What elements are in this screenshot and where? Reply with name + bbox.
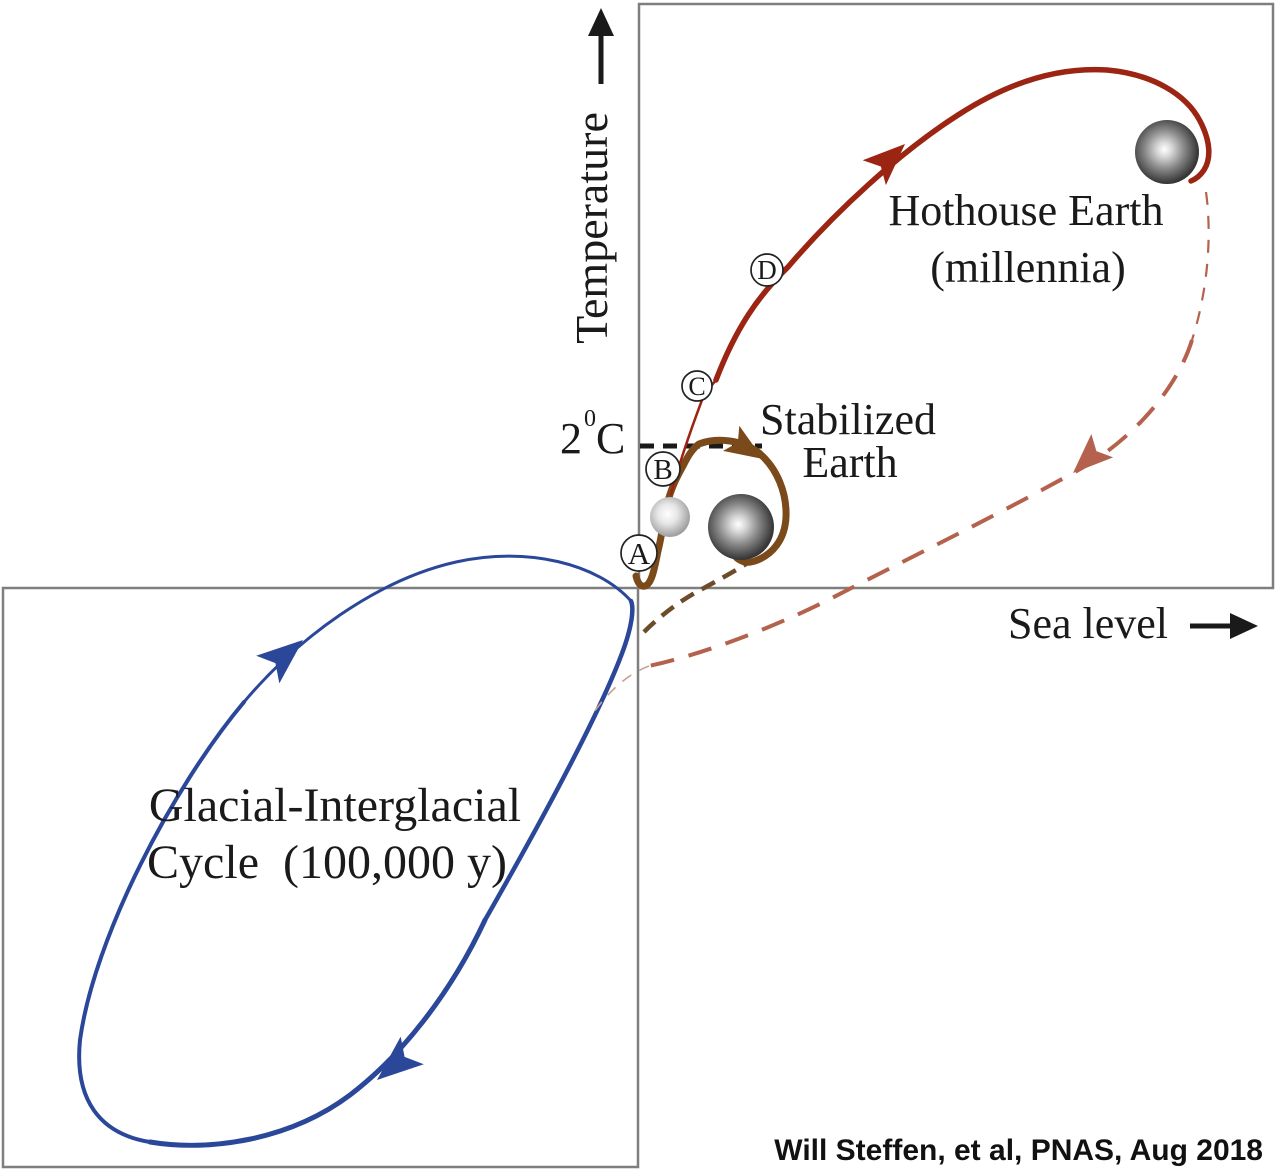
marker-a-letter: A [628,536,651,571]
glacial-cycle-label-line2: Cycle (100,000 y) [147,836,507,889]
hothouse-trajectory-arrowhead-icon [862,144,905,186]
hothouse-return-arrowhead-icon [1073,434,1114,473]
two-degree-unit: C [596,414,625,463]
stabilized-earth-sphere [708,494,774,560]
marker-c-letter: C [688,372,705,401]
two-degree-degree-symbol: 0 [584,406,596,432]
marker-d-letter: D [757,255,777,285]
glacial-cycle-label-line1: Glacial-Interglacial [149,779,521,832]
marker-b: B [645,451,681,487]
sea-level-axis: Sea level [1008,599,1258,648]
stabilized-earth-label-line1: Stabilized [760,395,936,444]
hothouse-return-dashed-tail [593,665,650,713]
hothouse-return-dashed-main [648,339,1194,668]
hothouse-return-dashed [593,191,1210,713]
hothouse-earth-label: Hothouse Earth [889,186,1164,235]
marker-a: A [620,534,658,572]
hothouse-millennia-label: (millennia) [930,243,1126,292]
two-degree-value: 2 [560,414,582,463]
glacial-cycle-arc-right [482,598,635,923]
stabilized-loop-arrowhead-icon [722,425,763,459]
temperature-axis-arrow-icon [588,8,614,36]
hothouse-trajectory-upper [713,66,1212,383]
marker-b-letter: B [653,454,672,486]
stabilized-earth-label-line2: Earth [802,438,897,487]
current-state-sphere [650,497,690,537]
sea-level-axis-label: Sea level [1008,599,1168,648]
upper-quadrant-box [637,2,1275,590]
marker-a-circle [620,534,658,572]
hothouse-return-dashed-upper [1190,191,1210,341]
stabilized-pathway [632,425,790,590]
glacial-cycle-arc-bottom [147,917,488,1148]
two-degree-label: 2 0 C [560,406,625,463]
attribution-text: Will Steffen, et al, PNAS, Aug 2018 [774,1134,1263,1167]
glacial-cycle-arc-left [77,700,246,1144]
marker-d: D [750,253,784,287]
temperature-axis-label: Temperature [566,112,617,344]
sea-level-axis-arrow-icon [1230,613,1258,639]
marker-d-circle [750,253,784,287]
marker-c: C [681,370,713,402]
marker-c-circle [681,370,713,402]
temperature-axis: Temperature [566,8,617,344]
marker-b-circle [645,451,681,487]
glacial-cycle-ellipse [77,554,635,1148]
stabilized-loop [632,436,790,590]
lower-quadrant-box [1,586,640,1169]
glacial-cycle-arrow-down-icon [377,1036,424,1080]
hothouse-earth-sphere [1135,120,1199,184]
glacial-cycle-arrow-up-icon [256,640,303,684]
stabilized-fall-dashed [642,560,751,634]
